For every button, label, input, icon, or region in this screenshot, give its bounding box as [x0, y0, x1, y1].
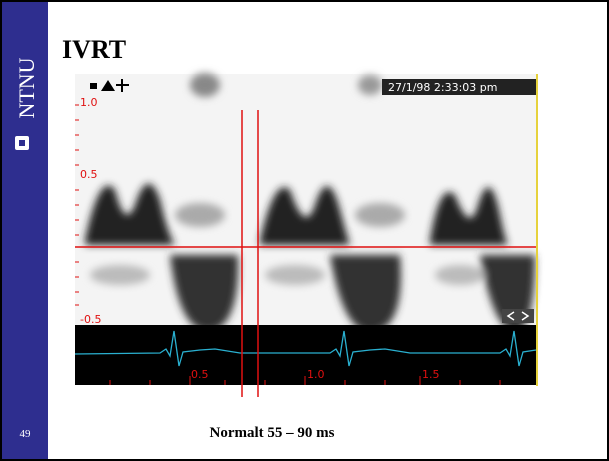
ecg-band: [75, 325, 536, 385]
velocity-label: -0.5: [80, 313, 101, 326]
sidebar: [2, 2, 48, 459]
toolbar-icons: [90, 79, 129, 92]
scroll-arrows: [502, 309, 534, 323]
timestamp-box: [382, 79, 536, 95]
logo-icon-inner: [19, 140, 25, 146]
time-label: 1.0: [307, 368, 325, 381]
doppler-image: 1.0 0.5 -0.5 0.5 1.0 1.5 27/1/98 2:33:03…: [74, 73, 538, 397]
logo-text: NTNU: [14, 57, 39, 118]
velocity-ticks: [75, 104, 79, 306]
slide-title: IVRT: [62, 35, 126, 64]
ecg-trace: [74, 330, 537, 367]
velocity-label: 0.5: [80, 168, 98, 181]
yellow-border: [536, 74, 538, 386]
spectrum-blobs: [85, 73, 535, 333]
time-label: 1.5: [422, 368, 440, 381]
time-ticks: [109, 376, 501, 385]
slide-number: 49: [20, 428, 32, 440]
time-label: 0.5: [191, 368, 209, 381]
velocity-label: 1.0: [80, 96, 98, 109]
caption: Normalt 55 – 90 ms: [210, 425, 335, 441]
timestamp: 27/1/98 2:33:03 pm: [388, 81, 498, 94]
